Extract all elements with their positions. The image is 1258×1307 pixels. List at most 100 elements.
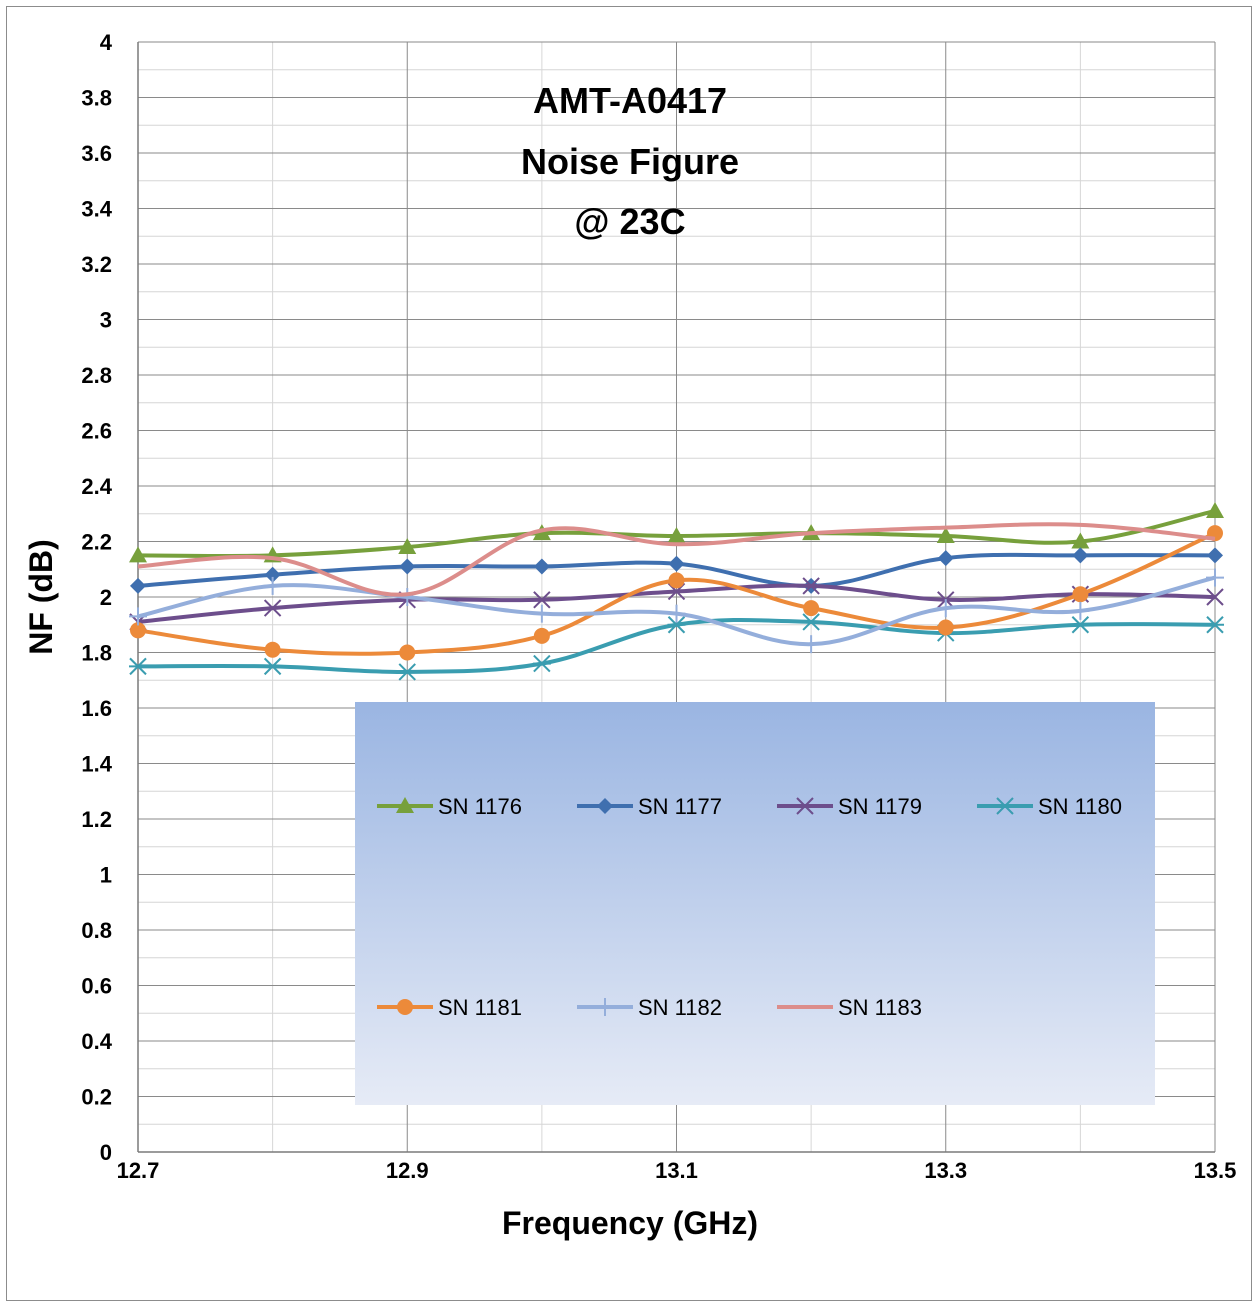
y-tick-label: 1.4 [81, 752, 112, 777]
series-group [129, 501, 1224, 681]
data-point [129, 546, 147, 563]
data-point [264, 641, 281, 658]
legend-label: SN 1183 [838, 995, 922, 1020]
y-tick-label: 0.2 [81, 1085, 112, 1110]
data-point [397, 999, 413, 1015]
chart-title-line: AMT-A0417 [533, 80, 727, 121]
data-point [667, 526, 686, 543]
data-point [996, 797, 1014, 815]
legend-label: SN 1182 [638, 995, 722, 1020]
data-point [533, 591, 551, 609]
data-point [398, 588, 417, 606]
data-point [937, 619, 954, 636]
data-point [533, 627, 550, 644]
legend-label: SN 1179 [838, 794, 922, 819]
x-tick-label: 12.7 [117, 1158, 160, 1183]
x-tick-label: 12.9 [386, 1158, 429, 1183]
legend-item: SN 1181 [377, 995, 522, 1020]
data-point [1071, 532, 1090, 549]
data-point [1071, 601, 1090, 620]
data-point [399, 558, 416, 575]
data-point [1206, 501, 1224, 518]
series-sn-1181 [130, 525, 1223, 661]
chart-title-line: @ 23C [574, 201, 685, 242]
y-tick-label: 1.8 [81, 641, 112, 666]
legend-item: SN 1182 [577, 995, 722, 1020]
legend-label: SN 1176 [438, 794, 522, 819]
y-tick-label: 3.6 [81, 141, 112, 166]
data-point [937, 550, 954, 567]
data-point [399, 644, 416, 661]
series-sn-1182 [129, 568, 1224, 654]
legend-label: SN 1177 [638, 794, 722, 819]
y-tick-label: 0 [100, 1140, 112, 1165]
data-point [796, 797, 814, 815]
legend-label: SN 1180 [1038, 794, 1122, 819]
data-point [532, 604, 551, 623]
data-point [263, 599, 282, 617]
data-point [1072, 586, 1089, 603]
data-point [532, 654, 551, 673]
data-point [802, 613, 821, 631]
data-point [1206, 568, 1224, 587]
legend-box [355, 702, 1155, 1105]
y-tick-label: 1.6 [81, 696, 112, 721]
data-point [264, 566, 281, 583]
data-point [803, 600, 820, 617]
y-tick-label: 1.2 [81, 807, 112, 832]
x-tick-label: 13.5 [1194, 1158, 1237, 1183]
y-tick-label: 2.8 [81, 363, 112, 388]
data-point [129, 607, 147, 626]
chart-title-line: Noise Figure [521, 141, 739, 182]
x-tick-labels: 12.7 12.9 13.1 13.3 13.5 [117, 1158, 1237, 1183]
data-point [936, 526, 955, 543]
axes [137, 42, 1215, 1153]
y-tick-label: 0.6 [81, 974, 112, 999]
y-tick-label: 2.6 [81, 419, 112, 444]
legend-item: SN 1180 [977, 794, 1122, 819]
y-axis-title: NF (dB) [23, 539, 59, 655]
legend: SN 1176 SN 1177 SN 1179 SN 1180 SN 1181 SN 11… [355, 702, 1155, 1105]
series-sn-1183 [137, 522, 1216, 597]
y-tick-label: 3 [100, 308, 112, 333]
legend-item: SN 1177 [577, 794, 722, 819]
legend-item: SN 1176 [377, 794, 522, 819]
data-point [1207, 547, 1223, 564]
data-point [936, 599, 955, 618]
data-point [396, 797, 414, 813]
x-tick-label: 13.3 [924, 1158, 967, 1183]
chart-title: AMT-A0417 Noise Figure @ 23C [521, 80, 739, 242]
data-point [668, 572, 685, 589]
y-tick-label: 3.2 [81, 252, 112, 277]
legend-item: SN 1183 [777, 995, 922, 1020]
data-point [596, 998, 614, 1016]
data-point [802, 577, 820, 595]
y-tick-label: 2.2 [81, 530, 112, 555]
data-point [130, 622, 146, 639]
data-point [533, 558, 550, 575]
x-tick-label: 13.1 [655, 1158, 698, 1183]
data-point [398, 663, 417, 681]
legend-label: SN 1181 [438, 995, 522, 1020]
y-tick-label: 2 [100, 585, 112, 610]
y-tick-label: 0.8 [81, 918, 112, 943]
data-point [667, 604, 686, 623]
x-axis-title: Frequency (GHz) [502, 1205, 758, 1241]
data-point [1071, 616, 1090, 634]
data-point [263, 576, 282, 595]
data-point [597, 798, 613, 814]
y-tick-label: 2.4 [81, 474, 112, 499]
data-point [398, 538, 417, 555]
y-tick-label: 0.4 [81, 1029, 112, 1054]
y-tick-label: 3.4 [81, 197, 112, 222]
y-tick-label: 3.8 [81, 86, 112, 111]
data-point [130, 577, 146, 594]
legend-item: SN 1179 [777, 794, 922, 819]
data-point [1206, 588, 1224, 606]
data-point [263, 657, 282, 676]
data-point [129, 657, 147, 676]
data-point [1206, 616, 1224, 634]
y-tick-labels: 0 0.2 0.4 0.6 0.8 1 1.2 1.4 1.6 1.8 2 2.2 2.4 2.6 2.8 3… [81, 30, 112, 1165]
data-point [667, 616, 686, 634]
